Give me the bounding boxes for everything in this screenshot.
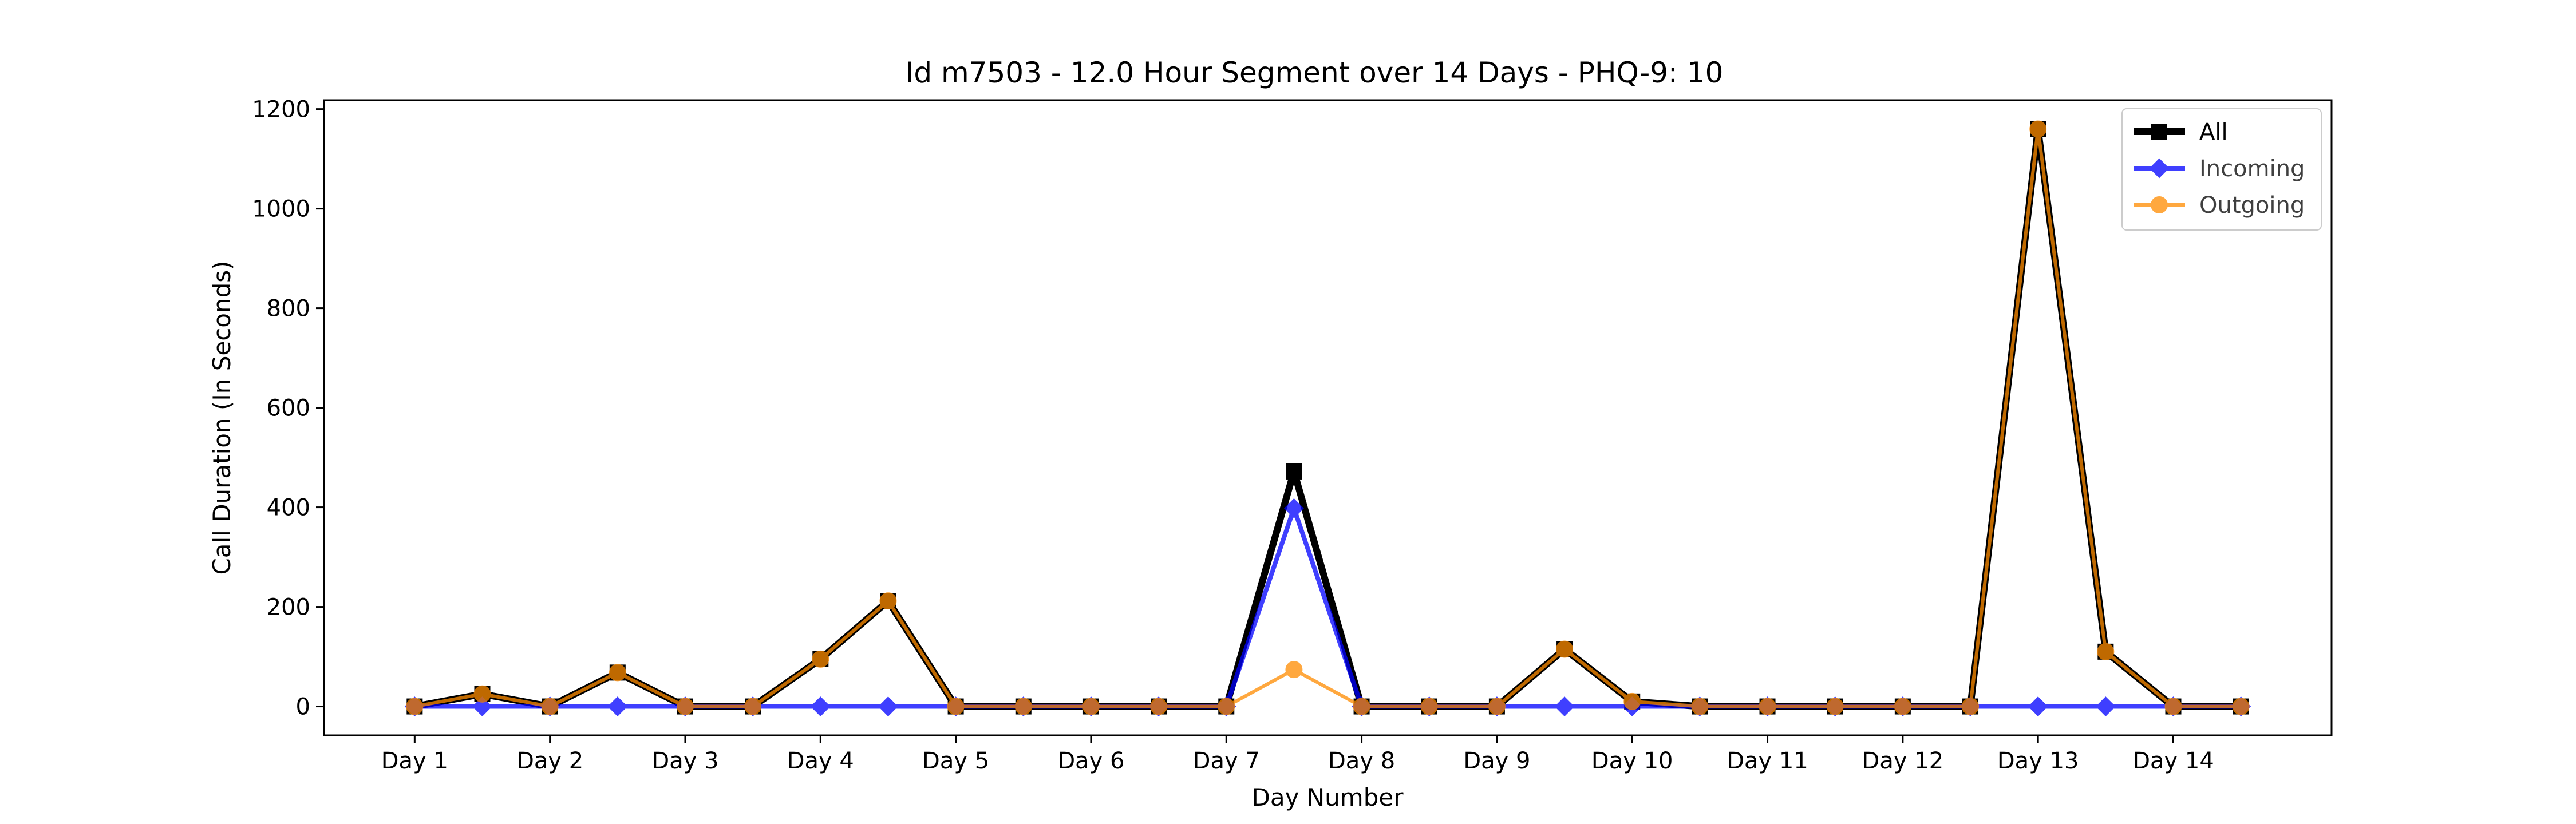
data-point-outgoing — [1285, 661, 1303, 679]
x-tick-label: Day 6 — [1057, 748, 1124, 774]
data-point-outgoing — [1759, 698, 1776, 715]
x-tick-label: Day 11 — [1726, 748, 1808, 774]
x-tick-label: Day 4 — [787, 748, 854, 774]
x-tick-label: Day 10 — [1591, 748, 1673, 774]
data-point-outgoing — [812, 650, 829, 668]
x-tick-label: Day 5 — [922, 748, 989, 774]
data-point-outgoing — [744, 698, 762, 715]
legend-marker — [2149, 158, 2170, 179]
data-point-outgoing — [541, 698, 559, 715]
x-axis-label: Day Number — [1251, 783, 1404, 811]
legend-item-incoming: Incoming — [2134, 156, 2305, 182]
plot-area — [323, 99, 2333, 736]
data-point-outgoing — [406, 698, 424, 715]
data-point-outgoing — [2097, 643, 2115, 660]
series-line-outgoing — [414, 127, 2241, 708]
data-point-incoming — [878, 696, 898, 716]
data-point-outgoing — [2029, 120, 2047, 138]
data-point-outgoing — [2164, 698, 2182, 715]
data-point-outgoing — [1623, 692, 1641, 710]
y-tick-label: 0 — [296, 694, 310, 720]
legend-label: Incoming — [2199, 156, 2305, 182]
y-axis-label: Call Duration (In Seconds) — [208, 260, 236, 575]
legend-label: Outgoing — [2199, 192, 2305, 219]
legend-box — [2121, 108, 2322, 231]
y-tick-label: 1000 — [252, 196, 310, 223]
x-tick-label: Day 7 — [1193, 748, 1260, 774]
data-point-outgoing — [1420, 698, 1438, 715]
legend: All Incoming Outgoing — [2121, 108, 2322, 231]
x-axis: Day 1 Day 2 Day 3 Day 4 Day 5 Day 6 Day 7 Day 8… — [381, 735, 2214, 774]
x-tick-label: Day 14 — [2132, 748, 2214, 774]
x-tick-label: Day 3 — [651, 748, 718, 774]
data-point-outgoing — [1353, 698, 1370, 715]
data-point-outgoing — [1082, 698, 1100, 715]
x-tick-label: Day 8 — [1328, 748, 1395, 774]
data-point-outgoing — [609, 664, 626, 682]
data-point-incoming — [1284, 498, 1304, 518]
data-point-outgoing — [947, 698, 965, 715]
legend-marker — [2151, 196, 2168, 213]
data-point-outgoing — [2232, 698, 2250, 715]
x-tick-label: Day 12 — [1862, 748, 1944, 774]
data-point-outgoing — [1691, 698, 1709, 715]
y-tick-label: 1200 — [252, 97, 310, 123]
data-point-outgoing — [1150, 698, 1168, 715]
y-axis: 0 200 400 600 800 1000 1200 — [252, 97, 324, 720]
data-point-incoming — [1554, 696, 1575, 716]
data-point-outgoing — [1556, 640, 1574, 658]
data-point-outgoing — [1014, 698, 1032, 715]
data-point-incoming — [810, 696, 831, 716]
data-point-all — [1286, 463, 1302, 480]
legend-label: All — [2199, 119, 2228, 145]
legend-marker — [2151, 124, 2167, 140]
data-point-incoming — [2095, 696, 2116, 716]
y-tick-label: 400 — [267, 495, 310, 521]
x-tick-label: Day 9 — [1463, 748, 1530, 774]
legend-item-outgoing: Outgoing — [2134, 192, 2305, 219]
data-point-incoming — [607, 696, 628, 716]
y-tick-label: 800 — [267, 296, 310, 322]
data-point-outgoing — [676, 698, 694, 715]
data-point-outgoing — [1218, 698, 1235, 715]
series-layer — [404, 120, 2251, 716]
data-point-outgoing — [1894, 698, 1911, 715]
x-tick-label: Day 1 — [381, 748, 448, 774]
legend-item-all: All — [2134, 119, 2228, 145]
data-point-outgoing — [473, 685, 491, 703]
chart-title: Id m7503 - 12.0 Hour Segment over 14 Day… — [906, 56, 1724, 89]
series-outgoing — [406, 120, 2250, 715]
data-point-outgoing — [1488, 698, 1506, 715]
y-tick-label: 200 — [267, 595, 310, 621]
data-point-outgoing — [1962, 698, 1980, 715]
data-point-outgoing — [879, 592, 897, 610]
data-point-incoming — [472, 696, 492, 716]
x-tick-label: Day 2 — [516, 748, 583, 774]
data-point-outgoing — [1826, 698, 1844, 715]
data-point-incoming — [2028, 696, 2048, 716]
y-tick-label: 600 — [267, 395, 310, 422]
x-tick-label: Day 13 — [1997, 748, 2079, 774]
